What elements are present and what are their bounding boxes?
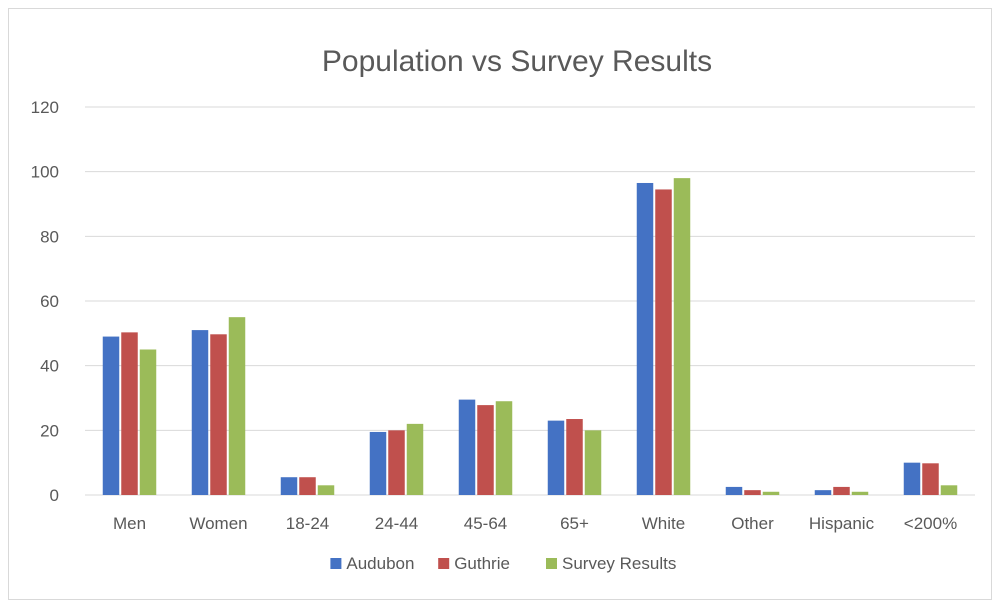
x-tick-label: 65+ [560,514,589,533]
y-tick-label: 40 [40,357,59,376]
x-tick-label: Other [731,514,774,533]
legend-swatch [438,558,450,569]
x-tick-label: <200% [904,514,957,533]
bar [851,491,869,495]
bar [388,430,405,495]
bar [458,399,476,495]
bar [406,423,424,495]
y-tick-label: 120 [31,98,59,117]
x-tick-label: White [642,514,685,533]
bar [673,178,691,495]
chart-frame: Population vs Survey Results 0 20 40 60 80 10… [8,8,992,600]
bar [102,336,120,495]
bar [903,462,921,495]
legend-label: Guthrie [454,554,510,573]
legend-label: Audubon [346,554,414,573]
x-tick-label: Hispanic [809,514,875,533]
legend: Audubon Guthrie Survey Results [330,554,676,573]
bar [191,330,209,495]
bar [369,431,387,495]
bar [495,401,513,495]
bar [547,420,565,495]
bar [940,485,958,495]
y-tick-label: 60 [40,292,59,311]
y-tick-label: 80 [40,227,59,246]
bar [477,405,494,495]
y-tick-label: 100 [31,163,59,182]
bars [102,178,958,495]
x-tick-label: 24-44 [375,514,418,533]
bar [121,332,138,495]
chart-title: Population vs Survey Results [322,45,712,78]
legend-label: Survey Results [562,554,676,573]
bar [762,491,780,495]
legend-swatch [330,558,342,569]
bar [814,490,832,495]
bar [725,486,743,495]
bar [744,490,761,495]
legend-swatch [546,558,557,569]
x-axis-labels: Men Women 18-24 24-44 45-64 65+ White Other Hisp… [113,514,957,533]
bar [228,317,246,495]
bar-chart: Population vs Survey Results 0 20 40 60 80 10… [31,45,975,573]
bar [584,430,602,495]
x-tick-label: 45-64 [464,514,507,533]
y-tick-label: 0 [50,486,59,505]
bar [299,477,316,495]
x-tick-label: Women [189,514,247,533]
bar [210,334,227,495]
y-axis-ticks: 0 20 40 60 80 100 120 [31,98,59,505]
bar [636,182,654,495]
bar [566,419,583,495]
x-tick-label: 18-24 [286,514,329,533]
bar [139,349,157,495]
bar [655,189,672,495]
bar [280,477,298,495]
y-tick-label: 20 [40,421,59,440]
x-tick-label: Men [113,514,146,533]
bar [833,486,850,495]
bar [317,485,335,495]
bar [922,463,939,495]
